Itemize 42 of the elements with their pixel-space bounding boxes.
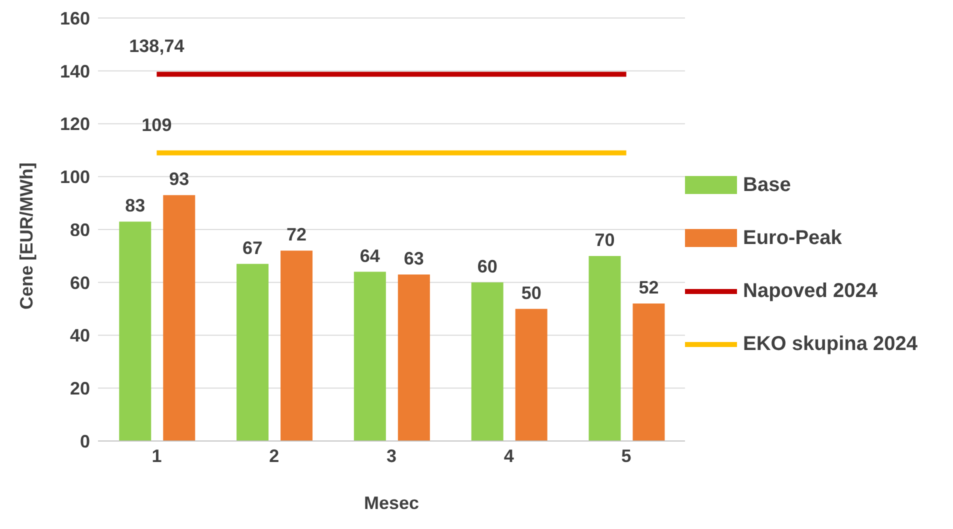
bar — [354, 272, 386, 441]
legend-label: Euro-Peak — [743, 226, 842, 250]
y-tick-label: 140 — [60, 61, 90, 82]
data-label: 63 — [404, 248, 424, 268]
bar — [280, 250, 313, 441]
data-label: 50 — [521, 282, 542, 303]
bar — [515, 308, 548, 441]
y-tick-label: 60 — [70, 272, 90, 293]
x-tick-label: 5 — [621, 446, 632, 466]
y-tick-label: 40 — [70, 326, 90, 346]
y-tick-label: 120 — [60, 114, 90, 134]
legend-label: EKO skupina 2024 — [743, 332, 918, 356]
bar — [236, 264, 269, 441]
y-tick-label: 100 — [60, 167, 90, 188]
bar — [588, 256, 621, 441]
bar — [632, 304, 665, 441]
bar — [471, 282, 504, 441]
y-tick-label: 80 — [70, 220, 90, 240]
x-tick-label: 4 — [504, 446, 514, 466]
bar — [398, 274, 430, 441]
bar — [163, 195, 196, 441]
y-tick-label: 160 — [60, 8, 90, 28]
data-label: 52 — [638, 278, 659, 298]
x-tick-label: 3 — [386, 446, 397, 466]
data-label: 64 — [360, 246, 380, 266]
y-tick-label: 20 — [70, 378, 90, 399]
x-tick-label: 2 — [269, 446, 280, 466]
data-label: 70 — [594, 230, 615, 250]
data-label: 109 — [142, 114, 172, 135]
data-label: 83 — [125, 196, 146, 216]
data-label: 72 — [286, 224, 307, 245]
legend-label: Napoved 2024 — [743, 280, 878, 302]
data-label: 67 — [242, 238, 263, 258]
legend-label: Base — [743, 174, 791, 196]
data-label: 138,74 — [129, 36, 184, 56]
y-tick-label: 0 — [80, 431, 90, 452]
x-axis-title: Mesec — [364, 493, 420, 513]
data-label: 93 — [169, 169, 190, 190]
data-label: 60 — [477, 256, 498, 276]
x-tick-label: 1 — [152, 446, 162, 466]
y-axis-title: Cene [EUR/MWh] — [16, 162, 36, 310]
bar — [119, 222, 152, 441]
